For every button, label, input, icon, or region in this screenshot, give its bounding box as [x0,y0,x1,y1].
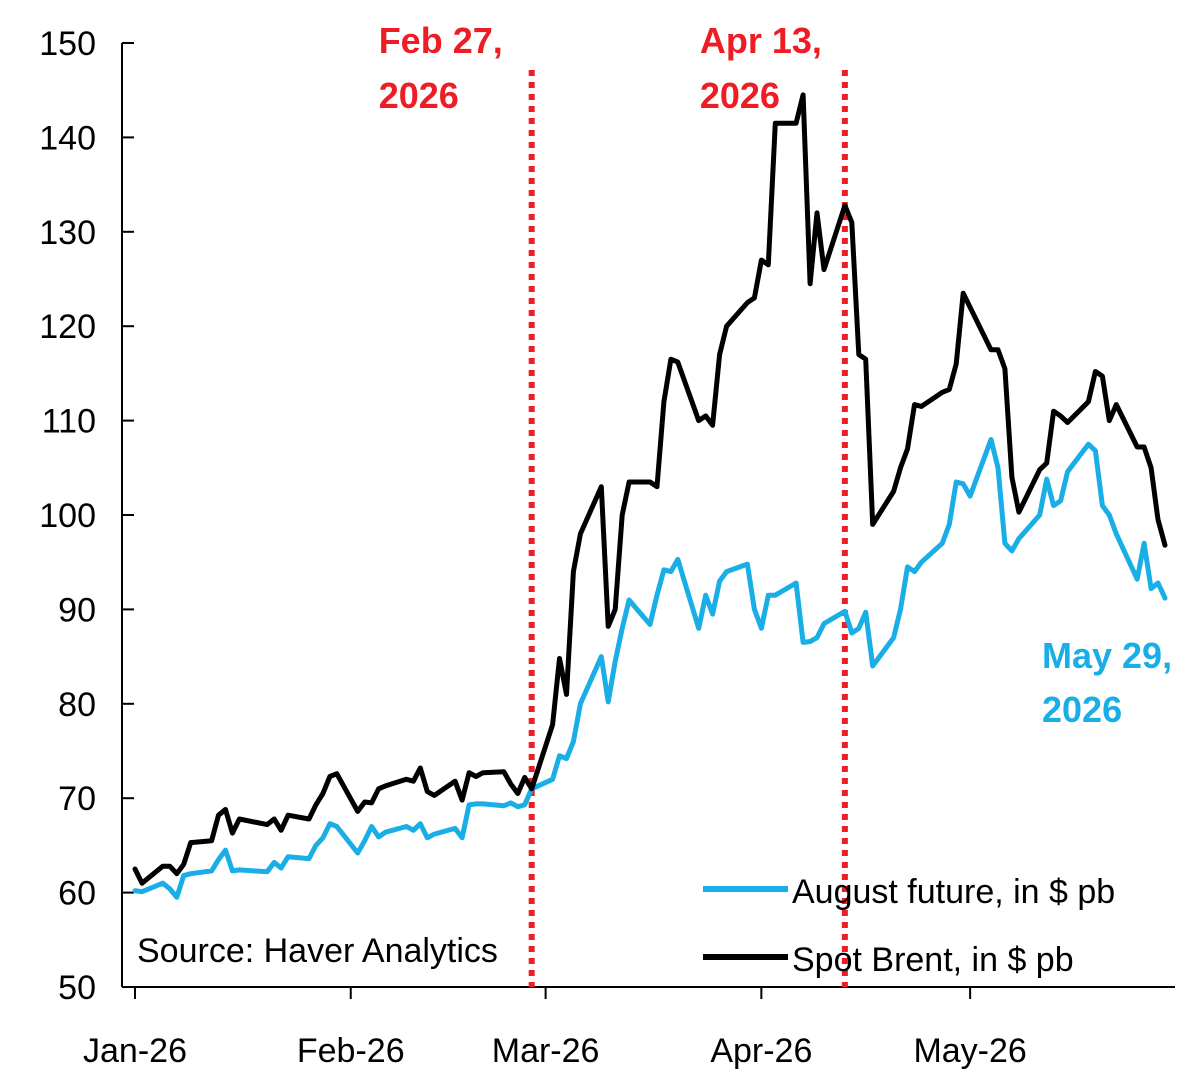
y-tick-label-130: 130 [39,214,96,252]
y-tick-label-110: 110 [42,403,96,441]
x-tick-label-Feb-26: Feb-26 [297,1032,405,1070]
legend-label-august-future: August future, in $ pb [792,873,1115,911]
series-lines [132,92,1168,900]
marker-label-2026-02-27-line2: 2026 [379,75,459,116]
source-note: Source: Haver Analytics [137,932,498,970]
series-line-spot-brent [132,92,1168,886]
x-tick-label-May-26: May-26 [913,1032,1026,1070]
y-tick-label-70: 70 [58,780,96,818]
y-axis: 50 60 70 80 90 100 110 120 130 140 150 [39,25,134,1007]
legend-label-spot-brent: Spot Brent, in $ pb [792,941,1074,979]
marker-label-2026-04-13-line1: Apr 13, [700,20,822,61]
x-tick-label-Jan-26: Jan-26 [83,1032,187,1070]
marker-label-2026-02-27-line1: Feb 27, [379,20,503,61]
y-tick-label-50: 50 [58,969,96,1007]
end-annotation-line1: May 29, [1042,635,1172,676]
x-axis: Jan-26 Feb-26 Mar-26 Apr-26 May-26 [83,986,1175,1070]
event-markers: Feb 27, 2026 Apr 13, 2026 [379,20,848,987]
y-tick-label-140: 140 [39,119,96,157]
y-tick-label-60: 60 [58,875,96,913]
y-tick-label-80: 80 [58,686,96,724]
y-tick-label-120: 120 [39,308,96,346]
y-tick-label-90: 90 [58,591,96,629]
end-annotation: May 29, 2026 [1042,635,1172,730]
y-tick-label-150: 150 [39,25,96,63]
y-tick-label-100: 100 [39,497,96,535]
legend: August future, in $ pb Spot Brent, in $ … [703,873,1115,979]
marker-label-2026-04-13-line2: 2026 [700,75,780,116]
x-tick-label-Apr-26: Apr-26 [710,1032,812,1070]
series-line-august-future [132,437,1168,900]
x-tick-label-Mar-26: Mar-26 [492,1032,600,1070]
end-annotation-line2: 2026 [1042,689,1122,730]
